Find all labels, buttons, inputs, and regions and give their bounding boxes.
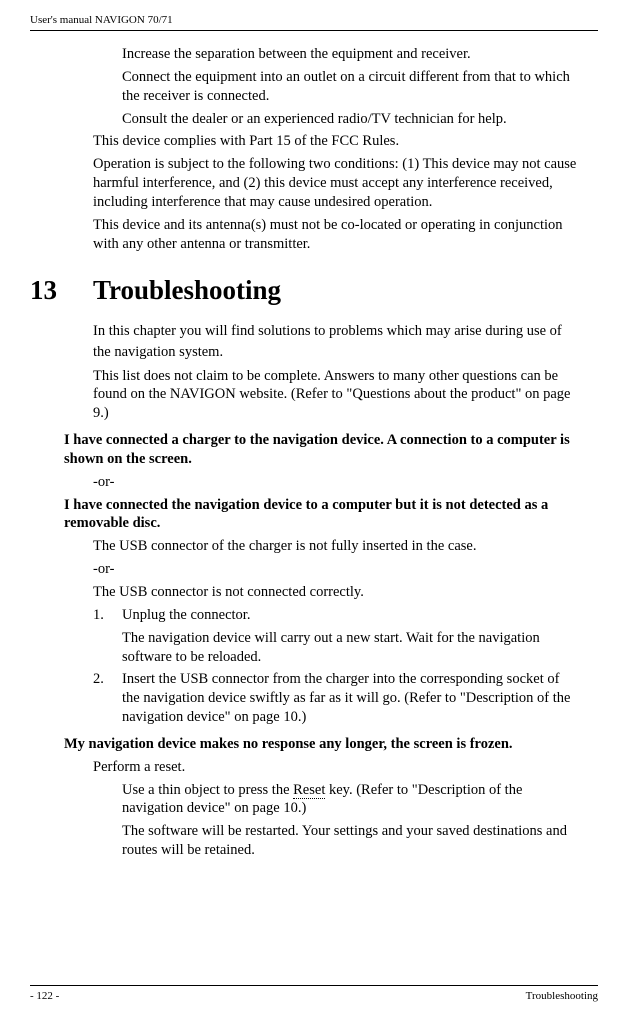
- section-heading: 13 Troubleshooting: [30, 273, 598, 308]
- ordered-step: 2. Insert the USB connector from the cha…: [93, 670, 578, 727]
- or-text: -or-: [93, 560, 578, 579]
- section-title: Troubleshooting: [93, 273, 281, 308]
- paragraph: This list does not claim to be complete.…: [93, 367, 578, 424]
- step-text: Unplug the connector.: [122, 606, 250, 625]
- faq-heading: I have connected a charger to the naviga…: [64, 431, 578, 469]
- paragraph: Perform a reset.: [93, 758, 578, 777]
- step-continuation: The navigation device will carry out a n…: [122, 629, 578, 667]
- bullet-text: Increase the separation between the equi…: [122, 45, 578, 64]
- page-header: User's manual NAVIGON 70/71: [30, 14, 598, 31]
- text-pre: Use a thin object to press the: [122, 782, 293, 798]
- faq-heading: My navigation device makes no response a…: [64, 735, 578, 754]
- bullet-text: The software will be restarted. Your set…: [122, 822, 578, 860]
- header-rule: [30, 30, 598, 31]
- header-title: User's manual NAVIGON 70/71: [30, 14, 598, 26]
- bullet-text: Use a thin object to press the Reset key…: [122, 781, 578, 819]
- paragraph: Operation is subject to the following tw…: [93, 155, 578, 212]
- paragraph: This device and its antenna(s) must not …: [93, 216, 578, 254]
- reset-key-label: Reset: [293, 782, 325, 799]
- or-text: -or-: [93, 473, 578, 492]
- page-footer: - 122 - Troubleshooting: [30, 985, 598, 1002]
- faq-heading: I have connected the navigation device t…: [64, 496, 578, 534]
- section-number: 13: [30, 273, 93, 308]
- paragraph: The USB connector is not connected corre…: [93, 583, 578, 602]
- paragraph: This device complies with Part 15 of the…: [93, 132, 578, 151]
- step-number: 1.: [93, 606, 122, 625]
- footer-section: Troubleshooting: [526, 990, 598, 1002]
- footer-row: - 122 - Troubleshooting: [30, 990, 598, 1002]
- bullet-text: Connect the equipment into an outlet on …: [122, 68, 578, 106]
- bullet-text: Consult the dealer or an experienced rad…: [122, 110, 578, 129]
- paragraph: The USB connector of the charger is not …: [93, 537, 578, 556]
- paragraph: In this chapter you will find solutions …: [93, 321, 578, 363]
- step-number: 2.: [93, 670, 122, 727]
- step-text: Insert the USB connector from the charge…: [122, 670, 578, 727]
- ordered-step: 1. Unplug the connector.: [93, 606, 578, 625]
- page-number: - 122 -: [30, 990, 59, 1002]
- page-content: Increase the separation between the equi…: [30, 45, 598, 860]
- footer-rule: [30, 985, 598, 986]
